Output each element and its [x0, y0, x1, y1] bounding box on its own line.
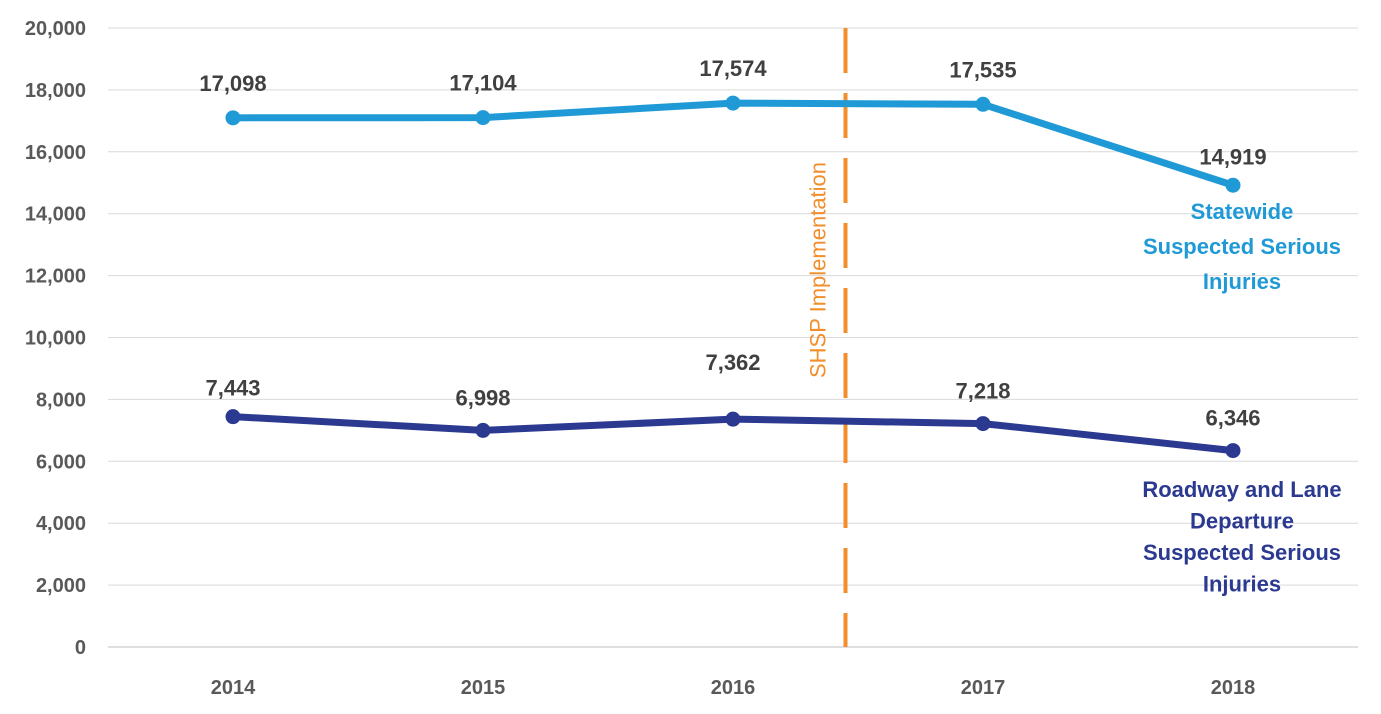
- data-point: [975, 96, 991, 112]
- x-tick-label: 2016: [711, 677, 756, 699]
- series-group: 17,098 17,104 17,574 17,535 14,919 Statewide S…: [199, 56, 1341, 596]
- y-tick-label: 16,000: [25, 142, 86, 164]
- data-point: [975, 416, 991, 432]
- x-tick-label: 2017: [961, 677, 1006, 699]
- data-label: 7,443: [205, 376, 260, 401]
- data-point: [1225, 177, 1241, 193]
- y-tick-label: 8,000: [36, 389, 86, 411]
- y-tick-label: 18,000: [25, 80, 86, 102]
- y-tick-label: 12,000: [25, 266, 86, 288]
- shsp-annotation: SHSP Implementation: [806, 28, 848, 647]
- data-point: [225, 409, 241, 425]
- y-tick-label: 2,000: [36, 575, 86, 597]
- data-point: [725, 411, 741, 427]
- data-point: [475, 110, 491, 126]
- x-tick-label: 2015: [461, 677, 506, 699]
- data-label: 17,574: [699, 56, 767, 81]
- data-label: 6,998: [455, 385, 510, 410]
- series-1: 7,443 6,998 7,362 7,218 6,346 Roadway and Lan…: [205, 350, 1341, 596]
- data-label: 17,104: [449, 71, 517, 96]
- data-point: [475, 422, 491, 438]
- series-line: [229, 99, 1237, 189]
- series-0: 17,098 17,104 17,574 17,535 14,919 Statewide S…: [199, 56, 1341, 294]
- data-label: 7,362: [705, 350, 760, 375]
- series-name: Suspected Serious: [1143, 234, 1341, 259]
- series-name: Statewide: [1191, 199, 1294, 224]
- y-tick-label: 10,000: [25, 328, 86, 350]
- data-point: [1225, 443, 1241, 459]
- y-tick-label: 4,000: [36, 513, 86, 535]
- series-name: Suspected Serious: [1143, 540, 1341, 565]
- y-axis-ticks: 0 2,000 4,000 6,000 8,000 10,000 12,000 14,000 1…: [25, 18, 86, 659]
- gridlines: [108, 27, 1358, 648]
- data-label: 7,218: [955, 379, 1010, 404]
- series-name: Injuries: [1203, 572, 1281, 597]
- y-tick-label: 20,000: [25, 18, 86, 40]
- data-label: 14,919: [1199, 144, 1266, 169]
- data-label: 6,346: [1205, 406, 1260, 431]
- y-tick-label: 0: [75, 637, 86, 659]
- data-label: 17,535: [949, 57, 1016, 82]
- series-name: Roadway and Lane: [1142, 477, 1341, 502]
- x-axis-ticks: 2014 2015 2016 2017 2018: [211, 677, 1256, 699]
- data-point: [725, 95, 741, 111]
- y-tick-label: 14,000: [25, 204, 86, 226]
- x-tick-label: 2018: [1211, 677, 1256, 699]
- shsp-label: SHSP Implementation: [806, 162, 831, 378]
- data-label: 17,098: [199, 71, 266, 96]
- data-point: [225, 110, 241, 126]
- x-tick-label: 2014: [211, 677, 256, 699]
- y-tick-label: 6,000: [36, 451, 86, 473]
- series-name: Injuries: [1203, 269, 1281, 294]
- series-name: Departure: [1190, 509, 1294, 534]
